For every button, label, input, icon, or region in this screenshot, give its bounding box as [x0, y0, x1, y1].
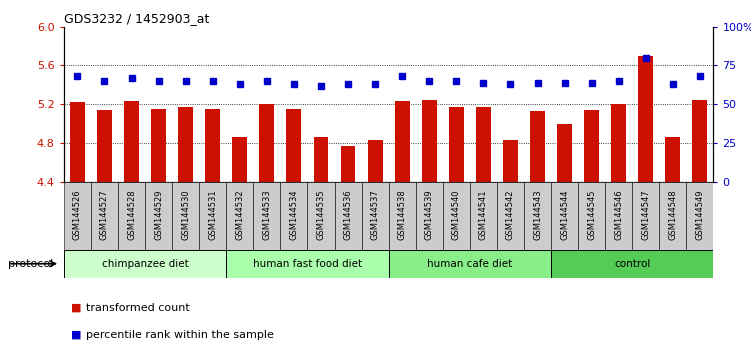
Text: GSM144540: GSM144540: [452, 189, 461, 240]
Bar: [557, 124, 572, 182]
Bar: [389, 250, 551, 278]
Bar: [497, 182, 524, 250]
Bar: [70, 102, 85, 182]
Text: GSM144547: GSM144547: [641, 189, 650, 240]
Bar: [64, 250, 226, 278]
Text: GSM144526: GSM144526: [73, 189, 82, 240]
Bar: [389, 182, 416, 250]
Bar: [199, 182, 226, 250]
Bar: [178, 107, 193, 182]
Bar: [524, 182, 551, 250]
Text: human fast food diet: human fast food diet: [253, 259, 362, 269]
Text: GSM144531: GSM144531: [208, 189, 217, 240]
Bar: [503, 141, 518, 182]
Bar: [97, 110, 112, 182]
Text: GSM144545: GSM144545: [587, 189, 596, 240]
Bar: [584, 110, 599, 182]
Text: protocol: protocol: [8, 259, 53, 269]
Text: GDS3232 / 1452903_at: GDS3232 / 1452903_at: [64, 12, 210, 25]
Text: GSM144535: GSM144535: [316, 189, 325, 240]
Bar: [530, 111, 545, 182]
Bar: [361, 182, 389, 250]
Bar: [665, 137, 680, 182]
Bar: [551, 250, 713, 278]
Bar: [422, 99, 436, 182]
Text: GSM144537: GSM144537: [370, 189, 379, 240]
Text: transformed count: transformed count: [86, 303, 190, 313]
Bar: [259, 104, 274, 182]
Bar: [578, 182, 605, 250]
Text: percentile rank within the sample: percentile rank within the sample: [86, 330, 274, 339]
Bar: [686, 182, 713, 250]
Bar: [280, 182, 307, 250]
Bar: [145, 182, 172, 250]
Text: ■: ■: [71, 303, 82, 313]
Bar: [334, 182, 361, 250]
Bar: [253, 182, 280, 250]
Bar: [118, 182, 145, 250]
Text: GSM144536: GSM144536: [343, 189, 352, 240]
Text: GSM144544: GSM144544: [560, 189, 569, 240]
Bar: [226, 250, 389, 278]
Text: GSM144543: GSM144543: [533, 189, 542, 240]
Bar: [226, 182, 253, 250]
Bar: [443, 182, 470, 250]
Bar: [638, 56, 653, 182]
Text: GSM144546: GSM144546: [614, 189, 623, 240]
Bar: [605, 182, 632, 250]
Bar: [205, 109, 220, 182]
Bar: [449, 107, 464, 182]
Bar: [476, 107, 491, 182]
Bar: [313, 137, 328, 182]
Text: GSM144532: GSM144532: [235, 189, 244, 240]
Bar: [151, 109, 166, 182]
Text: GSM144527: GSM144527: [100, 189, 109, 240]
Bar: [551, 182, 578, 250]
Text: GSM144529: GSM144529: [154, 189, 163, 240]
Bar: [286, 109, 301, 182]
Bar: [368, 141, 382, 182]
Bar: [395, 101, 409, 182]
Bar: [307, 182, 334, 250]
Text: GSM144533: GSM144533: [262, 189, 271, 240]
Text: GSM144528: GSM144528: [127, 189, 136, 240]
Bar: [232, 137, 247, 182]
Text: GSM144548: GSM144548: [668, 189, 677, 240]
Bar: [692, 99, 707, 182]
Bar: [64, 182, 91, 250]
Text: ■: ■: [71, 330, 82, 339]
Text: GSM144534: GSM144534: [289, 189, 298, 240]
Bar: [659, 182, 686, 250]
Text: GSM144549: GSM144549: [695, 189, 704, 240]
Text: GSM144538: GSM144538: [398, 189, 407, 240]
Text: control: control: [614, 259, 650, 269]
Text: GSM144541: GSM144541: [479, 189, 488, 240]
Bar: [91, 182, 118, 250]
Text: GSM144530: GSM144530: [181, 189, 190, 240]
Bar: [611, 104, 626, 182]
Bar: [172, 182, 199, 250]
Text: GSM144542: GSM144542: [506, 189, 515, 240]
Bar: [632, 182, 659, 250]
Bar: [470, 182, 497, 250]
Bar: [416, 182, 443, 250]
Bar: [341, 146, 355, 182]
Text: human cafe diet: human cafe diet: [427, 259, 512, 269]
Text: chimpanzee diet: chimpanzee diet: [101, 259, 189, 269]
Bar: [124, 101, 139, 182]
Text: GSM144539: GSM144539: [425, 189, 434, 240]
